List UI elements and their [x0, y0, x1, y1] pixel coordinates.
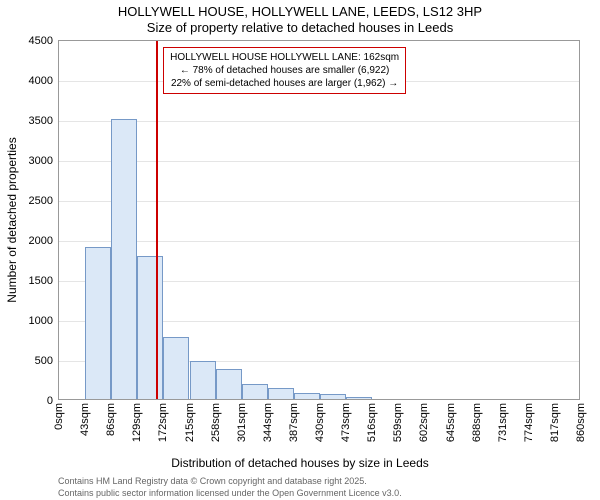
x-tick-label: 215sqm — [184, 403, 196, 442]
x-tick-label: 172sqm — [157, 403, 169, 442]
x-tick-label: 731sqm — [497, 403, 509, 442]
footer-line2: Contains public sector information licen… — [58, 488, 402, 498]
x-tick-label: 516sqm — [366, 403, 378, 442]
x-tick-label: 559sqm — [392, 403, 404, 442]
x-tick-label: 817sqm — [549, 403, 561, 442]
x-tick-label: 473sqm — [340, 403, 352, 442]
footer-line1: Contains HM Land Registry data © Crown c… — [58, 476, 367, 486]
x-axis-label: Distribution of detached houses by size … — [171, 456, 429, 470]
x-tick-label: 688sqm — [471, 403, 483, 442]
x-tick-label: 774sqm — [523, 403, 535, 442]
chart-title-line2: Size of property relative to detached ho… — [147, 20, 453, 35]
histogram-bar — [137, 256, 163, 399]
reference-annotation-box: HOLLYWELL HOUSE HOLLYWELL LANE: 162sqm← … — [163, 47, 406, 94]
y-tick-label: 1000 — [29, 315, 53, 327]
y-tick-label: 4000 — [29, 75, 53, 87]
histogram-bar — [85, 247, 111, 399]
annotation-line: ← 78% of detached houses are smaller (6,… — [170, 64, 399, 77]
reference-line — [156, 41, 158, 399]
histogram-bar — [216, 369, 242, 399]
x-tick-label: 860sqm — [575, 403, 587, 442]
x-tick-label: 129sqm — [131, 403, 143, 442]
x-tick-label: 387sqm — [288, 403, 300, 442]
y-tick-label: 4500 — [29, 35, 53, 47]
chart-container: HOLLYWELL HOUSE, HOLLYWELL LANE, LEEDS, … — [0, 0, 600, 500]
y-tick-label: 1500 — [29, 275, 53, 287]
x-tick-label: 344sqm — [262, 403, 274, 442]
x-tick-label: 86sqm — [105, 403, 117, 436]
chart-title-line1: HOLLYWELL HOUSE, HOLLYWELL LANE, LEEDS, … — [118, 4, 482, 19]
y-tick-label: 2000 — [29, 235, 53, 247]
histogram-bar — [163, 337, 189, 399]
plot-area: 0500100015002000250030003500400045000sqm… — [58, 40, 580, 400]
histogram-bar — [294, 393, 320, 399]
x-tick-label: 0sqm — [53, 403, 65, 430]
histogram-bar — [111, 119, 137, 399]
histogram-bar — [346, 397, 372, 399]
y-tick-label: 2500 — [29, 195, 53, 207]
x-tick-label: 430sqm — [314, 403, 326, 442]
x-tick-label: 43sqm — [79, 403, 91, 436]
histogram-bar — [242, 384, 268, 399]
histogram-bar — [320, 394, 346, 399]
annotation-line: 22% of semi-detached houses are larger (… — [170, 77, 399, 90]
y-tick-label: 3500 — [29, 115, 53, 127]
histogram-bar — [190, 361, 216, 399]
x-tick-label: 645sqm — [445, 403, 457, 442]
y-axis-label: Number of detached properties — [5, 137, 19, 302]
y-tick-label: 500 — [35, 355, 53, 367]
x-tick-label: 602sqm — [418, 403, 430, 442]
x-tick-label: 258sqm — [210, 403, 222, 442]
histogram-bar — [268, 388, 294, 399]
annotation-line: HOLLYWELL HOUSE HOLLYWELL LANE: 162sqm — [170, 51, 399, 64]
y-tick-label: 3000 — [29, 155, 53, 167]
x-tick-label: 301sqm — [236, 403, 248, 442]
